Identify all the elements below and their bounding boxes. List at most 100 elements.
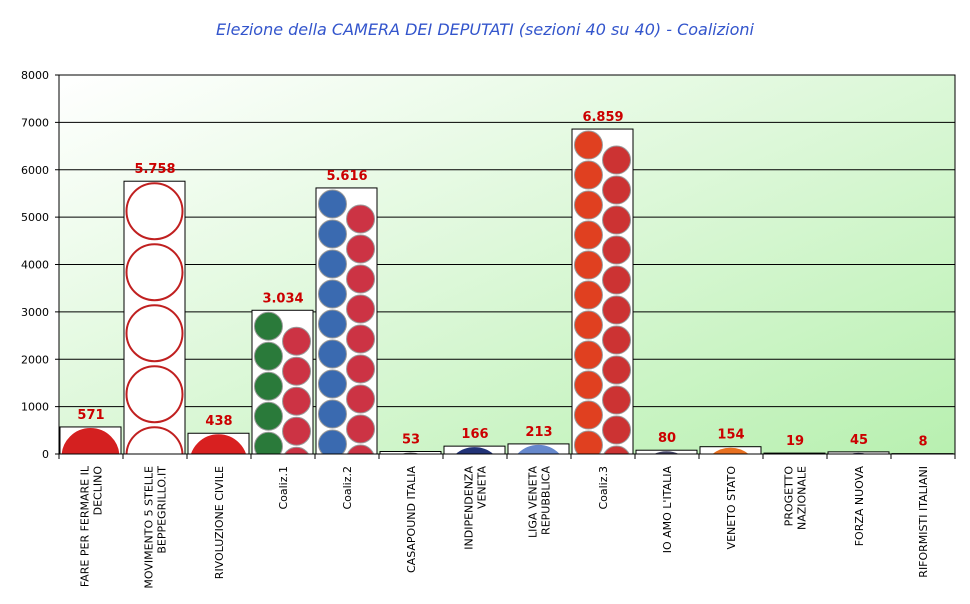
data-label: 53 [402,432,420,447]
logo-icon [346,384,376,414]
x-tick-label: Coaliz.3 [597,466,610,510]
y-tick-label: 2000 [21,353,49,366]
x-tick-label: FARE PER FERMARE IL [79,465,92,587]
logo-icon [317,279,347,309]
logo-icon [602,295,632,325]
bar-logo-pattern [191,434,246,455]
logo-icon [253,371,283,401]
y-tick-label: 6000 [21,164,49,177]
logo-icon [573,190,603,220]
logo-icon [573,310,603,340]
logo-icon [573,370,603,400]
x-tick-label: Coaliz.2 [341,466,354,510]
logo-icon [573,430,603,454]
x-tick-label: RIFORMISTI ITALIANI [917,466,930,578]
chart-title: Elezione della CAMERA DEI DEPUTATI (sezi… [216,20,754,39]
x-tick-label: MOVIMENTO 5 STELLE [143,466,156,589]
logo-icon [317,309,347,339]
data-label: 5.616 [326,169,367,184]
logo-icon [602,415,632,445]
y-tick-label: 7000 [21,116,49,129]
bar-logo-pattern [253,311,312,454]
logo-icon [603,445,630,454]
logo-icon [573,130,603,160]
logo-icon [125,243,184,302]
x-tick-label: DECLINO [92,466,105,516]
data-label: 19 [786,434,804,449]
x-tick-label: PROGETTO [783,466,796,527]
data-label: 45 [850,433,868,448]
x-tick-label: VENETO STATO [725,466,738,550]
logo-icon [317,339,347,369]
logo-icon [346,204,376,234]
logo-icon [125,365,184,424]
logo-icon [253,341,283,371]
logo-icon [712,447,749,455]
data-label: 438 [205,414,232,429]
logo-icon [346,354,376,384]
logo-icon [346,234,376,264]
logo-icon [317,399,347,429]
data-label: 80 [658,431,676,446]
bar-logo-pattern [712,447,749,455]
x-tick-label: CASAPOUND ITALIA [405,466,418,573]
bar-logo-pattern [455,447,494,454]
data-label: 154 [717,428,744,443]
logo-icon [282,416,312,446]
x-tick-label: VENETA [476,466,489,510]
bar-logo-pattern [517,444,560,454]
logo-icon [602,205,632,235]
x-tick-label: REPUBBLICA [540,466,553,535]
bar-logo-pattern [317,189,376,455]
x-tick-label: NAZIONALE [796,466,809,530]
logo-icon [61,427,120,455]
logo-icon [317,249,347,279]
logo-icon [283,446,310,454]
x-tick-label: RIVOLUZIONE CIVILE [213,466,226,579]
x-tick-label: INDIPENDENZA [463,466,476,550]
logo-icon [573,280,603,310]
bar-logo-pattern [61,427,120,455]
logo-icon [346,414,376,444]
logo-icon [602,175,632,205]
data-label: 571 [77,408,104,423]
logo-icon [282,326,312,356]
x-tick-label: IO AMO L'ITALIA [661,466,674,554]
logo-icon [317,219,347,249]
logo-icon [573,400,603,430]
logo-icon [125,304,184,363]
y-tick-label: 8000 [21,69,49,82]
bar-logo-pattern [125,182,184,454]
data-label: 8 [918,435,927,450]
logo-icon [602,385,632,415]
data-label: 5.758 [134,162,175,177]
logo-icon [282,386,312,416]
logo-icon [346,444,375,455]
logo-icon [282,356,312,386]
logo-icon [573,220,603,250]
y-tick-label: 1000 [21,401,49,414]
logo-icon [191,434,246,455]
logo-icon [573,340,603,370]
logo-icon [317,369,347,399]
logo-icon [125,426,184,454]
logo-icon [517,444,560,454]
x-tick-label: BEPPEGRILLO.IT [156,466,169,554]
y-tick-label: 3000 [21,306,49,319]
y-tick-label: 5000 [21,211,49,224]
data-label: 6.859 [582,110,623,125]
logo-icon [346,294,376,324]
x-tick-label: Coaliz.1 [277,466,290,510]
logo-icon [125,182,184,241]
y-tick-label: 0 [42,448,49,461]
logo-icon [602,325,632,355]
logo-icon [253,431,283,454]
logo-icon [346,324,376,354]
x-tick-label: LIGA VENETA [527,466,540,538]
data-label: 213 [525,425,552,440]
logo-icon [602,235,632,265]
data-label: 166 [461,427,488,442]
logo-icon [573,250,603,280]
logo-icon [346,264,376,294]
